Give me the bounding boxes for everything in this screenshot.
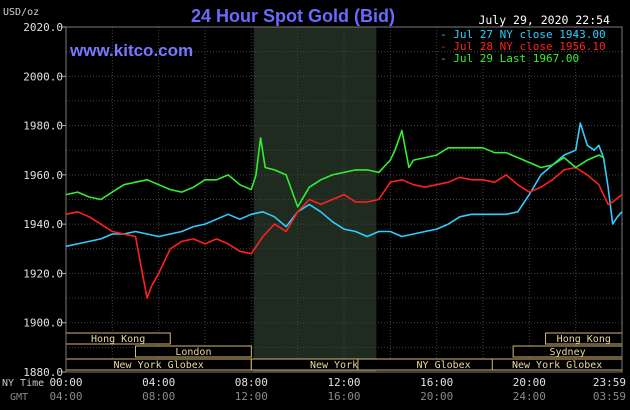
x-tick-label-ny: 04:00	[142, 376, 175, 389]
market-sessions: Hong Kong London New York Globex New York N…	[65, 332, 623, 371]
y-tick-label: 1920.0	[23, 267, 63, 280]
session-label: New York Globex	[512, 360, 602, 371]
x-tick-label-gmt: 04:00	[49, 390, 82, 403]
y-tick-label: 2020.0	[23, 21, 63, 34]
y-axis-ticks: 2020.0 2000.0 1980.0 1960.0 1940.0 1920.0 1900…	[23, 21, 66, 379]
y-tick-label: 1940.0	[23, 218, 63, 231]
session-box	[135, 345, 252, 358]
ny-time-row-label: NY Time	[2, 378, 44, 389]
x-tick-label-gmt: 12:00	[235, 390, 268, 403]
y-unit-label: USD/oz	[3, 7, 39, 18]
x-tick-label-ny: 08:00	[235, 376, 268, 389]
x-tick-label-ny: 23:59	[593, 376, 626, 389]
session-label: New York NYMEX	[310, 360, 394, 371]
x-tick-label-ny: 00:00	[49, 376, 82, 389]
y-tick-label: 2000.0	[23, 70, 63, 83]
y-tick-label: 1960.0	[23, 169, 63, 182]
x-tick-label-ny: 16:00	[420, 376, 453, 389]
series-line	[65, 129, 604, 208]
x-tick-label-gmt: 16:00	[327, 390, 360, 403]
legend-entry: - Jul 28 NY close 1956.10	[440, 40, 606, 53]
x-tick-label-gmt: 20:00	[420, 390, 453, 403]
x-tick-label-gmt: 08:00	[142, 390, 175, 403]
website-label: www.kitco.com	[69, 41, 193, 60]
legend: - Jul 27 NY close 1943.00- Jul 28 NY clo…	[440, 28, 606, 65]
session-label: New York Globex	[114, 360, 204, 371]
x-axis-ticks: 00:0004:0004:0008:0008:0012:0012:0016:00…	[2, 376, 626, 403]
session-label: London	[175, 347, 211, 358]
session-label: Hong Kong	[91, 334, 145, 345]
series-line	[65, 166, 623, 299]
plot-frame	[65, 26, 623, 373]
session-label: Sydney	[549, 347, 585, 358]
x-tick-label-gmt: 24:00	[513, 390, 546, 403]
y-tick-label: 1900.0	[23, 317, 63, 330]
legend-entry: - Jul 29 Last 1967.00	[440, 52, 579, 65]
x-tick-label-gmt: 03:59	[593, 390, 626, 403]
x-tick-label-ny: 12:00	[327, 376, 360, 389]
y-tick-label: 1880.0	[23, 366, 63, 379]
session-label: Hong Kong	[557, 334, 611, 345]
legend-entry: - Jul 27 NY close 1943.00	[440, 28, 606, 41]
series-line	[65, 122, 623, 248]
price-series	[65, 122, 623, 299]
chart-title: 24 Hour Spot Gold (Bid)	[191, 6, 395, 26]
y-tick-label: 1980.0	[23, 120, 63, 133]
session-label: NY Globex	[417, 360, 471, 371]
date-label: July 29, 2020 22:54	[478, 13, 610, 27]
x-tick-label-ny: 20:00	[513, 376, 546, 389]
gmt-row-label: GMT	[10, 392, 28, 403]
